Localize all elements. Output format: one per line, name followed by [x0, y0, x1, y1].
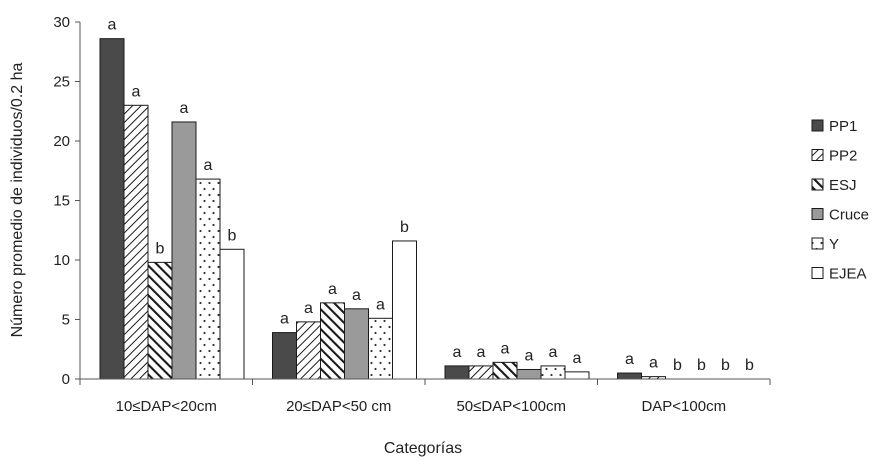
y-tick-label: 0	[62, 371, 70, 388]
x-tick-label: 20≤DAP<50 cm	[286, 398, 391, 415]
significance-letter: b	[673, 357, 682, 374]
bar-y	[368, 317, 393, 380]
significance-letter: a	[625, 351, 634, 368]
significance-letter: a	[549, 344, 558, 361]
significance-letter: a	[108, 17, 117, 34]
legend-item: EJEA	[811, 266, 867, 283]
legend-label: PP2	[829, 148, 857, 165]
significance-letter: a	[477, 344, 486, 361]
x-tick-label: 50≤DAP<100cm	[456, 398, 566, 415]
legend-item: Y	[811, 236, 839, 253]
legend-label: PP1	[829, 118, 857, 135]
y-tick-label: 20	[53, 133, 70, 150]
significance-letter: a	[204, 157, 213, 174]
bar-pp2	[296, 321, 321, 380]
legend-label: ESJ	[829, 177, 857, 194]
bar-ejea	[564, 371, 590, 380]
legend-swatch	[811, 149, 824, 161]
significance-letter: a	[649, 355, 658, 372]
bar-pp2	[468, 365, 494, 380]
significance-letter: a	[304, 300, 313, 317]
significance-letter: a	[453, 344, 462, 361]
bar-esj	[492, 361, 518, 380]
bar-pp1	[272, 332, 297, 380]
bar-ejea	[219, 248, 245, 380]
bar-y	[195, 178, 221, 380]
x-axis-title: Categorías	[384, 440, 462, 457]
legend-swatch	[811, 119, 824, 132]
y-tick-label: 5	[62, 312, 70, 329]
significance-letter: b	[697, 357, 706, 374]
significance-letter: a	[376, 296, 385, 313]
significance-letter: a	[352, 287, 361, 304]
legend-label: Cruce	[829, 207, 869, 224]
y-axis-title: Número promedio de individuos/0.2 ha	[9, 62, 26, 337]
significance-letter: a	[328, 281, 337, 298]
y-tick-label: 10	[53, 252, 70, 269]
bar-esj	[147, 261, 173, 380]
significance-letter: b	[745, 357, 754, 374]
bar-y	[540, 365, 566, 380]
x-tick-label: 10≤DAP<20cm	[116, 398, 217, 415]
legend-swatch	[811, 267, 824, 279]
bar-pp2	[123, 104, 149, 380]
bar-pp1	[99, 38, 125, 380]
bar-cruce	[171, 121, 197, 380]
legend-item: Cruce	[811, 207, 869, 224]
y-tick-label: 30	[53, 14, 70, 31]
legend-item: PP2	[811, 148, 857, 165]
significance-letter: a	[180, 100, 189, 117]
significance-letter: a	[501, 340, 510, 357]
bar-pp1	[444, 365, 470, 380]
significance-letter: a	[132, 83, 141, 100]
significance-letter: b	[400, 219, 409, 236]
y-tick-label: 25	[53, 74, 70, 91]
x-tick-label: DAP<100cm	[641, 398, 726, 415]
legend-item: ESJ	[811, 177, 857, 194]
bar-cruce	[516, 368, 542, 380]
y-tick-label: 15	[53, 193, 70, 210]
bar-cruce	[344, 308, 369, 380]
significance-letter: b	[721, 357, 730, 374]
significance-letter: a	[280, 311, 289, 328]
legend-label: EJEA	[829, 266, 867, 283]
legend-label: Y	[829, 236, 839, 253]
significance-letter: a	[525, 347, 534, 364]
bar-ejea	[392, 240, 417, 380]
legend-swatch	[811, 178, 824, 191]
bar-pp1	[617, 372, 642, 380]
legend-swatch	[811, 237, 824, 250]
bar-esj	[320, 302, 345, 380]
legend-swatch	[811, 208, 824, 220]
significance-letter: a	[573, 350, 582, 367]
significance-letter: b	[156, 240, 165, 257]
significance-letter: b	[228, 227, 237, 244]
legend-item: PP1	[811, 118, 857, 135]
